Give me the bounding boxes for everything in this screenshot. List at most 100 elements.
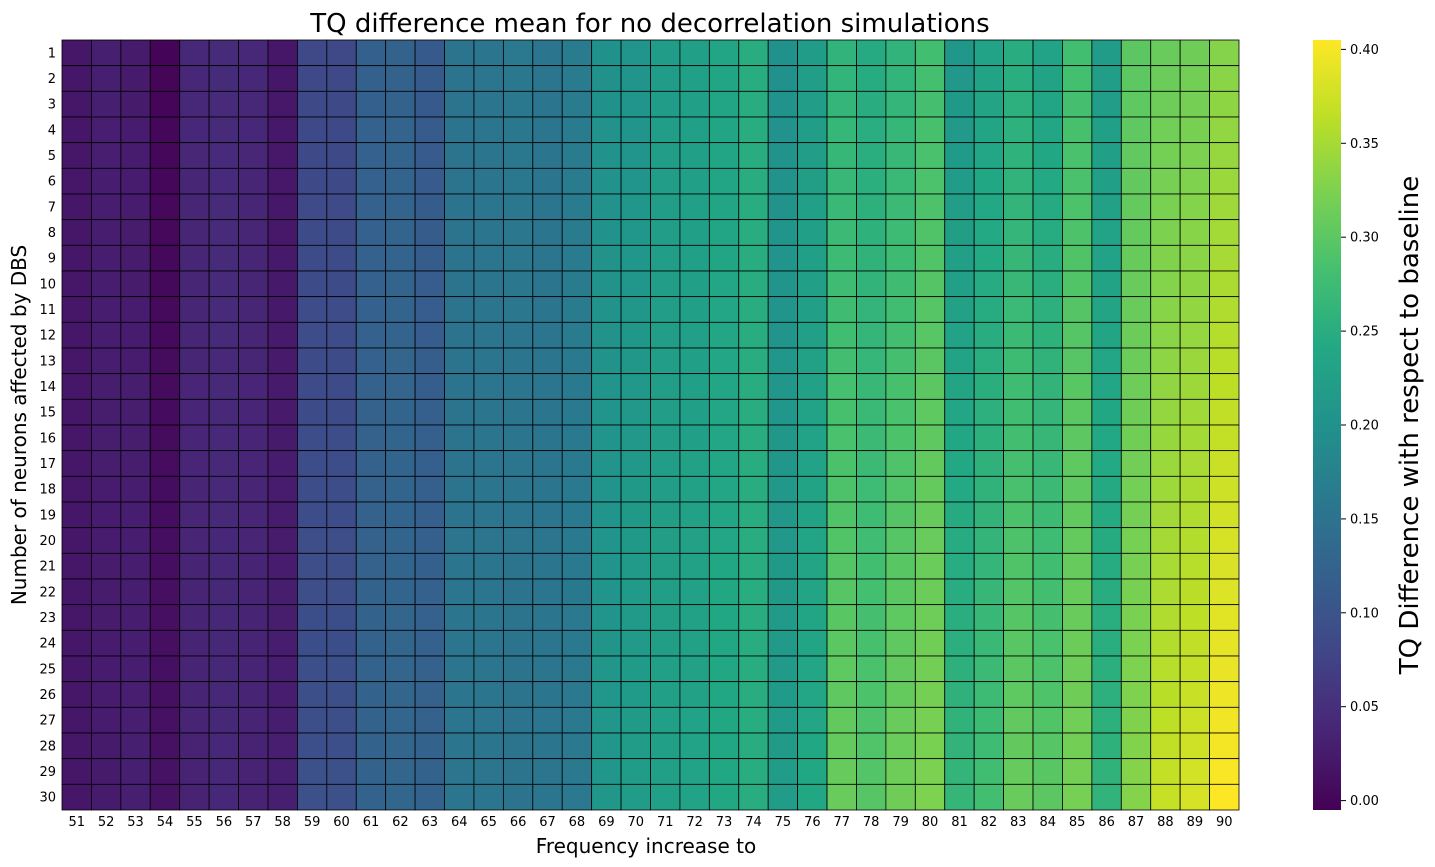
heatmap-cell	[679, 296, 710, 323]
heatmap-cell	[856, 65, 887, 92]
heatmap-cell	[473, 142, 504, 169]
heatmap-cell	[1003, 373, 1034, 400]
heatmap-cell	[1120, 552, 1152, 580]
heatmap-cell	[1179, 655, 1210, 683]
heatmap-cell	[797, 783, 828, 811]
heatmap-cell	[1062, 398, 1093, 426]
heatmap-cell	[473, 501, 504, 529]
heatmap-cell	[444, 655, 475, 683]
heatmap-cell	[973, 219, 1004, 246]
heatmap-cell	[473, 475, 504, 503]
heatmap-cell	[355, 193, 387, 221]
heatmap-cell	[1150, 39, 1181, 67]
y-tick-label: 6	[48, 175, 56, 190]
heatmap-cell	[1032, 501, 1063, 529]
heatmap-cell	[238, 167, 269, 195]
x-tick-label: 53	[127, 815, 144, 830]
heatmap-cell	[385, 732, 416, 760]
heatmap-cell	[797, 116, 828, 144]
x-tick-label: 81	[951, 815, 968, 830]
heatmap-cell	[91, 90, 122, 118]
heatmap-cell	[1032, 142, 1063, 169]
heatmap-cell	[502, 219, 534, 246]
heatmap-cell	[767, 681, 799, 708]
heatmap-cell	[502, 501, 534, 529]
heatmap-cell	[1150, 655, 1181, 683]
heatmap-cell	[914, 321, 946, 349]
heatmap-cell	[944, 758, 975, 785]
heatmap-cell	[944, 244, 975, 272]
heatmap-cell	[179, 424, 210, 452]
heatmap-cell	[502, 347, 534, 375]
heatmap-cell	[1150, 321, 1181, 349]
y-tick-label: 11	[39, 303, 56, 318]
heatmap-cell	[179, 732, 210, 760]
heatmap-cell	[1032, 373, 1063, 400]
heatmap-cell	[914, 244, 946, 272]
heatmap-cell	[208, 167, 239, 195]
heatmap-cell	[1120, 270, 1152, 298]
heatmap-cell	[1179, 65, 1210, 92]
colorbar-tick-label: 0.40	[1350, 43, 1379, 58]
heatmap-cell	[591, 450, 622, 477]
heatmap-cell	[620, 501, 651, 529]
heatmap-cell	[1120, 783, 1152, 811]
heatmap-cell	[650, 270, 681, 298]
heatmap-cell	[1032, 655, 1063, 683]
heatmap-cell	[120, 142, 151, 169]
heatmap-cell	[444, 321, 475, 349]
heatmap-cell	[1091, 604, 1122, 631]
heatmap-cell	[591, 65, 622, 92]
heatmap-cell	[620, 167, 651, 195]
heatmap-cell	[355, 65, 387, 92]
heatmap-cell	[973, 116, 1004, 144]
heatmap-cell	[1091, 270, 1122, 298]
heatmap-cell	[856, 527, 887, 554]
y-tick-label: 1	[48, 46, 56, 61]
heatmap-cell	[532, 373, 563, 400]
heatmap-cell	[444, 373, 475, 400]
heatmap-cell	[1150, 527, 1181, 554]
heatmap-cell	[238, 475, 269, 503]
heatmap-cell	[914, 552, 946, 580]
heatmap-cell	[444, 501, 475, 529]
heatmap-cell	[826, 219, 857, 246]
heatmap-cell	[473, 321, 504, 349]
heatmap-cell	[326, 629, 357, 657]
heatmap-cell	[120, 604, 151, 631]
x-tick-label: 70	[628, 815, 645, 830]
heatmap-cell	[179, 167, 210, 195]
heatmap-cell	[1179, 90, 1210, 118]
heatmap-cell	[238, 39, 269, 67]
heatmap-cell	[914, 219, 946, 246]
heatmap-cell	[414, 347, 445, 375]
heatmap-cell	[532, 706, 563, 734]
heatmap-cell	[914, 732, 946, 760]
heatmap-cell	[120, 450, 151, 477]
heatmap-cell	[679, 347, 710, 375]
heatmap-cell	[1179, 296, 1210, 323]
heatmap-cell	[502, 604, 534, 631]
heatmap-cell	[149, 424, 181, 452]
heatmap-cell	[1120, 347, 1152, 375]
heatmap-cell	[326, 167, 357, 195]
heatmap-cell	[326, 65, 357, 92]
heatmap-cell	[856, 450, 887, 477]
heatmap-cell	[473, 681, 504, 708]
heatmap-cell	[326, 296, 357, 323]
heatmap-cell	[650, 65, 681, 92]
heatmap-cell	[385, 296, 416, 323]
heatmap-cell	[267, 142, 298, 169]
heatmap-cell	[944, 706, 975, 734]
heatmap-cell	[708, 783, 740, 811]
y-axis-label: Number of neurons affected by DBS	[7, 245, 31, 605]
heatmap-cell	[914, 142, 946, 169]
heatmap-cell	[1150, 116, 1181, 144]
heatmap-cell	[473, 706, 504, 734]
heatmap-cell	[767, 193, 799, 221]
heatmap-cell	[1120, 732, 1152, 760]
heatmap-cell	[1091, 758, 1122, 785]
heatmap-cell	[532, 552, 563, 580]
heatmap-cell	[620, 39, 651, 67]
heatmap-cell	[502, 398, 534, 426]
